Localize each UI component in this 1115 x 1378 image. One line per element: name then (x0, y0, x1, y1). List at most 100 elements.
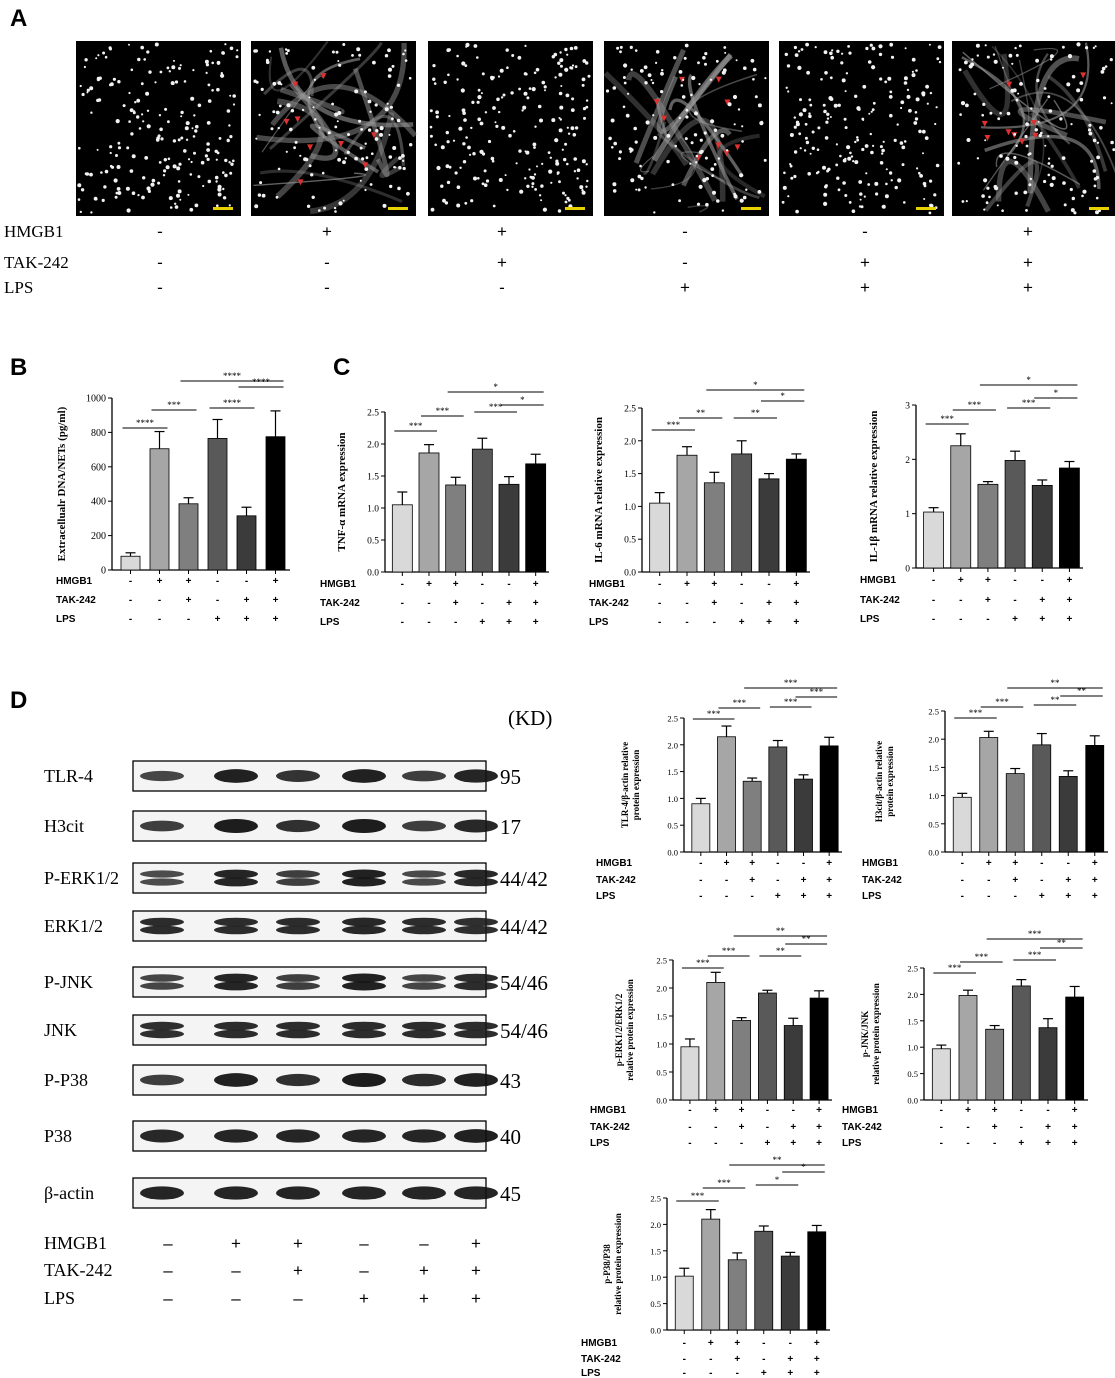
bar (754, 1230, 774, 1331)
cell-nucleus (174, 205, 179, 209)
cell-nucleus (497, 75, 501, 78)
significance-label: *** (995, 697, 1009, 707)
condition-label: TAK-242 (4, 253, 69, 272)
y-axis-label: p-ERK1/2/ERK1/2 (614, 993, 624, 1066)
y-tick-label: 0.0 (650, 1326, 661, 1336)
net-fiber (1010, 91, 1115, 174)
cell-nucleus (985, 201, 989, 205)
significance-label: ** (1051, 695, 1061, 705)
cell-nucleus (260, 87, 264, 91)
cell-nucleus (429, 125, 433, 129)
cell-nucleus (986, 55, 990, 59)
significance-label: *** (696, 958, 710, 968)
significance-label: *** (691, 1191, 705, 1201)
cell-nucleus (479, 121, 484, 126)
cell-nucleus (312, 106, 315, 109)
cell-nucleus (270, 127, 274, 131)
cell-nucleus (89, 172, 93, 177)
condition-sign: - (129, 614, 132, 625)
cell-nucleus (683, 56, 687, 60)
cell-nucleus (531, 176, 535, 180)
cell-nucleus (795, 123, 799, 126)
cell-nucleus (95, 57, 98, 60)
cell-nucleus (804, 122, 808, 126)
condition-label: LPS (44, 1288, 75, 1308)
cell-nucleus (1085, 46, 1089, 50)
cell-nucleus (906, 88, 910, 92)
y-tick-label: 1.5 (928, 763, 939, 773)
cell-nucleus (906, 94, 911, 99)
cell-nucleus (558, 72, 563, 77)
net-fiber (984, 134, 1101, 189)
protein-band (342, 1073, 386, 1087)
cell-nucleus (823, 109, 827, 114)
cell-nucleus (585, 105, 589, 109)
cell-nucleus (618, 157, 622, 161)
protein-band (402, 1021, 446, 1031)
cell-nucleus (807, 172, 811, 176)
significance-label: * (775, 1175, 780, 1185)
condition-sign: + (419, 1261, 429, 1280)
cell-nucleus (975, 43, 980, 48)
condition-sign: - (658, 617, 661, 628)
cell-nucleus (1088, 131, 1093, 136)
cell-nucleus (929, 179, 933, 183)
y-tick-label: 1.5 (367, 473, 379, 483)
cell-nucleus (661, 69, 664, 72)
cell-nucleus (93, 196, 98, 201)
y-tick-label: 0 (101, 566, 106, 577)
y-tick-label: 0.0 (928, 848, 939, 858)
cell-nucleus (534, 125, 537, 128)
panel-a-micrographs: HMGB1- + + - - +TAK-242- - + - + +LPS - - - + + + (4, 40, 1115, 297)
cell-nucleus (506, 66, 509, 69)
cell-nucleus (959, 113, 962, 116)
net-fiber (640, 155, 654, 173)
cell-nucleus (323, 206, 327, 210)
cell-nucleus (573, 170, 577, 173)
cell-nucleus (695, 161, 698, 164)
panel-letter-a: A (10, 5, 27, 32)
protein-band (276, 925, 320, 935)
net-fiber (980, 42, 1090, 129)
cell-nucleus (229, 171, 233, 175)
cell-nucleus (229, 46, 234, 51)
micrograph-image (952, 41, 1115, 216)
cell-nucleus (204, 154, 208, 158)
cell-nucleus (194, 129, 198, 133)
cell-nucleus (126, 208, 131, 213)
protein-band (214, 1073, 258, 1087)
cell-nucleus (896, 123, 899, 126)
cell-nucleus (1028, 152, 1032, 156)
cell-nucleus (342, 160, 346, 165)
y-tick-label: 1.5 (667, 767, 678, 777)
cell-nucleus (185, 138, 189, 141)
cell-nucleus (229, 94, 232, 97)
cell-nucleus (1040, 131, 1043, 135)
cell-nucleus (463, 118, 467, 122)
cell-nucleus (915, 97, 920, 102)
blot-strip (132, 910, 487, 942)
cell-nucleus (850, 155, 854, 158)
cell-nucleus (140, 45, 144, 50)
cell-nucleus (90, 211, 93, 214)
significance-label: **** (252, 377, 271, 387)
cell-nucleus (337, 60, 340, 62)
condition-sign: - (987, 891, 990, 902)
cell-nucleus (697, 61, 700, 65)
cell-nucleus (141, 195, 145, 200)
condition-sign: + (816, 1138, 822, 1149)
bar (207, 438, 228, 571)
cell-nucleus (1079, 97, 1084, 102)
cell-nucleus (865, 172, 868, 175)
cell-nucleus (560, 85, 563, 87)
cell-nucleus (757, 103, 762, 108)
condition-sign: - (685, 598, 688, 609)
cell-nucleus (445, 130, 449, 135)
net-fiber (278, 47, 414, 128)
cell-nucleus (862, 84, 867, 89)
condition-label: HMGB1 (320, 579, 357, 590)
cell-nucleus (923, 198, 926, 200)
condition-sign: - (959, 614, 962, 625)
significance-label: * (1054, 388, 1059, 398)
y-axis-label: protein expression (885, 746, 895, 816)
